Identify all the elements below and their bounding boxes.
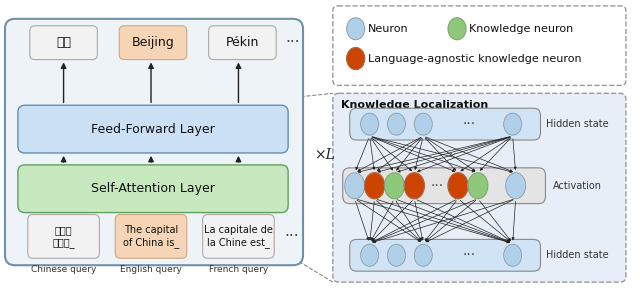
FancyBboxPatch shape: [115, 215, 187, 258]
Ellipse shape: [345, 173, 365, 199]
Ellipse shape: [387, 244, 405, 266]
Ellipse shape: [468, 173, 488, 199]
FancyBboxPatch shape: [349, 108, 541, 140]
FancyBboxPatch shape: [18, 105, 288, 153]
Text: French query: French query: [209, 265, 268, 274]
Text: Feed-Forward Layer: Feed-Forward Layer: [91, 123, 215, 135]
Ellipse shape: [504, 244, 522, 266]
Text: Hidden state: Hidden state: [547, 119, 609, 129]
FancyBboxPatch shape: [343, 168, 545, 204]
FancyBboxPatch shape: [333, 6, 626, 85]
Text: Knowledge Localization: Knowledge Localization: [340, 100, 488, 110]
Text: Pékin: Pékin: [226, 36, 259, 49]
FancyBboxPatch shape: [203, 215, 274, 258]
Text: Self-Attention Layer: Self-Attention Layer: [91, 182, 215, 195]
Text: ×L: ×L: [314, 148, 335, 162]
Text: 中国的
首都是_: 中国的 首都是_: [52, 225, 75, 248]
Text: ···: ···: [285, 229, 300, 244]
Ellipse shape: [506, 173, 525, 199]
Text: ···: ···: [462, 117, 476, 131]
FancyBboxPatch shape: [209, 26, 276, 60]
Text: ···: ···: [286, 35, 300, 50]
Text: Chinese query: Chinese query: [31, 265, 96, 274]
Text: Neuron: Neuron: [367, 24, 408, 34]
Text: ···: ···: [446, 214, 458, 227]
Text: ···: ···: [431, 179, 444, 193]
Text: English query: English query: [120, 265, 182, 274]
Text: ···: ···: [462, 248, 476, 262]
Ellipse shape: [385, 173, 404, 199]
Text: Knowledge neuron: Knowledge neuron: [469, 24, 573, 34]
Ellipse shape: [365, 173, 385, 199]
Text: La capitale de
la Chine est_: La capitale de la Chine est_: [204, 225, 273, 248]
Ellipse shape: [347, 48, 365, 69]
FancyBboxPatch shape: [18, 165, 288, 213]
FancyBboxPatch shape: [119, 26, 187, 60]
Ellipse shape: [414, 244, 432, 266]
FancyBboxPatch shape: [30, 26, 97, 60]
FancyBboxPatch shape: [349, 239, 541, 271]
Ellipse shape: [448, 173, 468, 199]
Text: Language-agnostic knowledge neuron: Language-agnostic knowledge neuron: [367, 53, 581, 64]
Ellipse shape: [361, 113, 378, 135]
Ellipse shape: [414, 113, 432, 135]
Ellipse shape: [361, 244, 378, 266]
Text: Hidden state: Hidden state: [547, 250, 609, 260]
FancyBboxPatch shape: [333, 93, 626, 282]
Text: ···: ···: [446, 148, 458, 161]
Text: Beijing: Beijing: [132, 36, 174, 49]
Text: The capital
of China is_: The capital of China is_: [123, 225, 179, 248]
Ellipse shape: [387, 113, 405, 135]
Ellipse shape: [448, 18, 466, 40]
Ellipse shape: [504, 113, 522, 135]
Ellipse shape: [347, 18, 365, 40]
Text: Activation: Activation: [554, 181, 602, 191]
Text: 北京: 北京: [56, 36, 71, 49]
FancyBboxPatch shape: [28, 215, 99, 258]
FancyBboxPatch shape: [5, 19, 303, 265]
Ellipse shape: [404, 173, 424, 199]
